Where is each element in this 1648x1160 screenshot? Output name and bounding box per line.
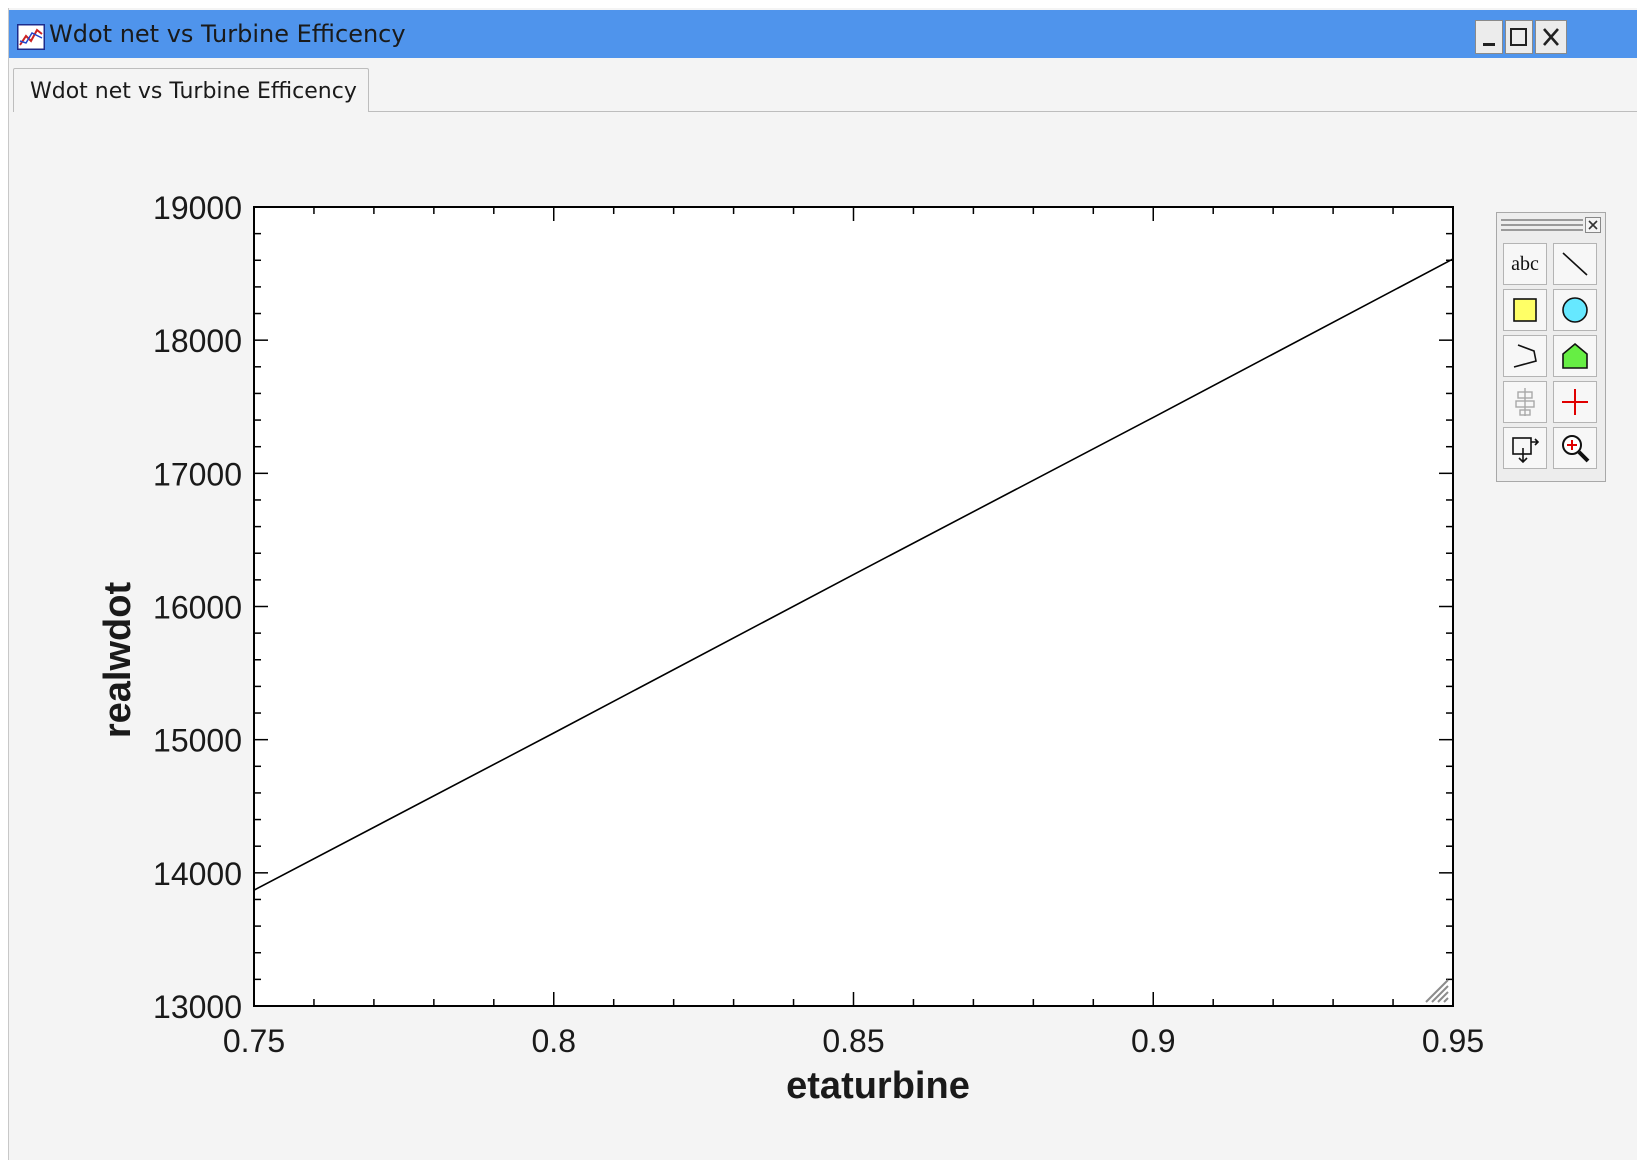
rectangle-icon	[1513, 298, 1537, 322]
text-tool-label: abc	[1511, 252, 1539, 275]
polygon-icon	[1562, 342, 1588, 369]
polyline-tool-button[interactable]	[1503, 335, 1547, 377]
align-tool-button[interactable]	[1503, 381, 1547, 423]
y-axis-label: realwdot	[97, 582, 139, 739]
text-tool-button[interactable]: abc	[1503, 243, 1547, 285]
y-tick-label: 16000	[153, 590, 242, 626]
y-tick-label: 15000	[153, 723, 242, 759]
x-axis-tick-labels: 0.75 0.8 0.85 0.9 0.95	[223, 1023, 1484, 1059]
plot-area	[253, 206, 1454, 1007]
crosshair-icon	[1562, 389, 1588, 415]
polyline-icon	[1513, 344, 1537, 368]
series-group	[253, 258, 1454, 891]
title-bar[interactable]: Wdot net vs Turbine Efficency	[9, 10, 1637, 58]
window-title: Wdot net vs Turbine Efficency	[49, 20, 406, 48]
x-tick-label: 0.9	[1131, 1023, 1175, 1059]
align-icon	[1515, 388, 1535, 416]
plot-window-icon	[17, 24, 45, 50]
x-axis-label: etaturbine	[786, 1065, 970, 1107]
y-tick-label: 13000	[153, 989, 242, 1025]
line-tool-button[interactable]	[1553, 243, 1597, 285]
close-icon	[1588, 220, 1598, 230]
minimize-button[interactable]	[1475, 20, 1503, 54]
crosshair-tool-button[interactable]	[1553, 381, 1597, 423]
tab-divider	[369, 111, 1637, 112]
line-icon	[1562, 252, 1588, 276]
toolbox-drag-handle[interactable]	[1501, 219, 1583, 231]
minimize-icon	[1483, 43, 1495, 46]
axis-ticks	[253, 206, 1454, 1007]
ellipse-icon	[1562, 297, 1588, 323]
rectangle-tool-button[interactable]	[1503, 289, 1547, 331]
tab-strip: Wdot net vs Turbine Efficency	[9, 58, 1637, 114]
y-tick-label: 19000	[153, 190, 242, 226]
drawing-toolbox: abc	[1496, 212, 1606, 482]
toolbox-close-button[interactable]	[1585, 217, 1601, 233]
close-icon	[1543, 28, 1559, 46]
y-tick-label: 14000	[153, 856, 242, 892]
x-tick-label: 0.85	[822, 1023, 884, 1059]
zoom-icon	[1562, 435, 1590, 463]
resize-grip-icon[interactable]	[1425, 979, 1449, 1003]
zoom-tool-button[interactable]	[1553, 427, 1597, 469]
y-tick-label: 18000	[153, 323, 242, 359]
polygon-tool-button[interactable]	[1553, 335, 1597, 377]
y-tick-label: 17000	[153, 456, 242, 492]
x-tick-label: 0.8	[532, 1023, 576, 1059]
tab-plot[interactable]: Wdot net vs Turbine Efficency	[13, 68, 369, 112]
x-tick-label: 0.75	[223, 1023, 285, 1059]
close-button[interactable]	[1535, 20, 1567, 54]
copy-plot-tool-button[interactable]	[1503, 427, 1547, 469]
series-line	[253, 258, 1454, 891]
maximize-icon	[1510, 28, 1527, 46]
maximize-button[interactable]	[1505, 20, 1533, 54]
x-tick-label: 0.95	[1422, 1023, 1484, 1059]
y-axis-tick-labels: 13000 14000 15000 16000 17000 18000 19000	[153, 190, 242, 1025]
ellipse-tool-button[interactable]	[1553, 289, 1597, 331]
tab-label: Wdot net vs Turbine Efficency	[30, 79, 357, 104]
copy-plot-icon	[1512, 437, 1540, 464]
